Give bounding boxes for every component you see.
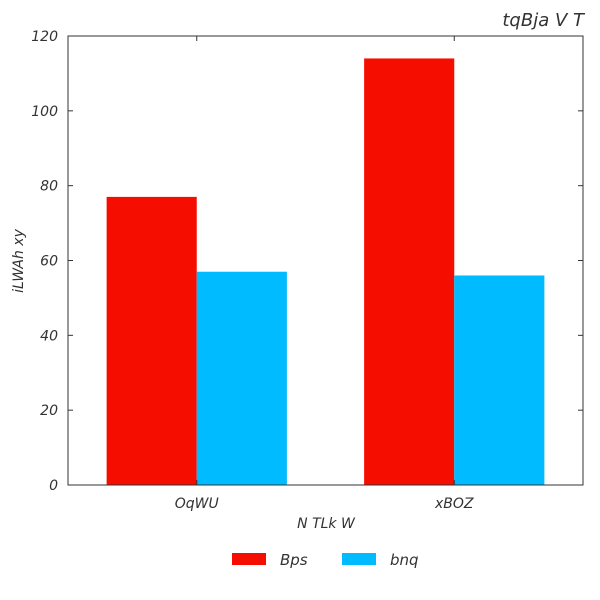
legend-label-bnq: bnq — [390, 551, 419, 569]
x-tick-label: OqWU — [175, 496, 219, 512]
y-tick-label: 100 — [31, 104, 58, 120]
bar-bnq-OqWU — [196, 271, 287, 485]
x-axis-label: N TLk W — [297, 516, 356, 532]
legend: Bps bnq — [232, 551, 419, 569]
axis-ticks: OqWU xBOZ 0 20 40 60 80 100 120 — [31, 29, 583, 512]
y-axis-label: iLWAh xy — [11, 228, 27, 292]
y-tick-label: 60 — [40, 254, 58, 270]
y-tick-label: 40 — [40, 328, 58, 344]
legend-swatch-bnq — [342, 553, 376, 565]
bars — [106, 58, 545, 485]
bar-Bps-OqWU — [106, 196, 197, 485]
legend-label-Bps: Bps — [280, 551, 308, 569]
y-tick-label: 80 — [40, 179, 58, 195]
y-tick-label: 120 — [31, 29, 58, 45]
x-tick-label: xBOZ — [434, 496, 474, 512]
y-tick-label: 20 — [40, 403, 58, 419]
y-tick-label: 0 — [49, 478, 58, 494]
bar-bnq-xBOZ — [454, 275, 545, 485]
plot-area: OqWU xBOZ 0 20 40 60 80 100 120 — [31, 29, 584, 512]
chart-title: tqBja V T — [502, 10, 586, 31]
bar-Bps-xBOZ — [364, 58, 455, 485]
legend-swatch-Bps — [232, 553, 266, 565]
